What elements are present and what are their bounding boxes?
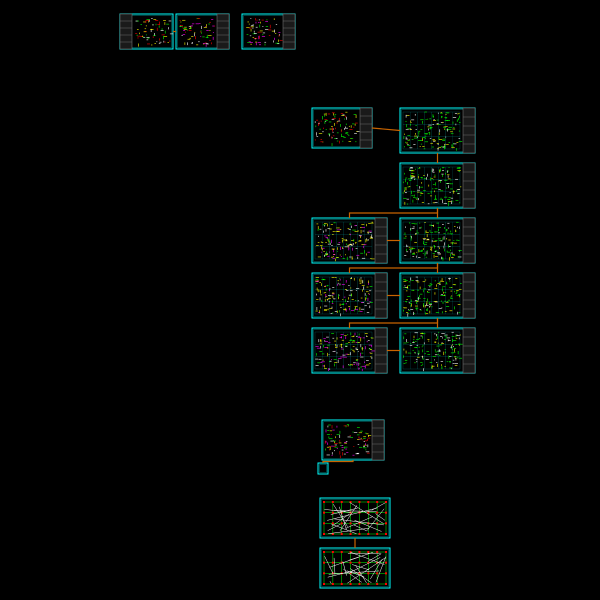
sheet-s11: [400, 328, 475, 373]
sheet-s5: [400, 163, 475, 208]
sheet-s10: [312, 328, 387, 373]
sheet-s9: [400, 273, 475, 318]
sheet-s12b: [318, 463, 328, 474]
sheet-s6: [312, 218, 387, 263]
sheet-s3: [312, 108, 372, 148]
sheet-s12: [322, 420, 384, 460]
sheet-s1: [176, 14, 229, 49]
sheet-s14: [320, 548, 390, 588]
sheet-s0: [120, 14, 173, 49]
sheet-s2: [242, 14, 295, 49]
cad-sheet-overview: [0, 0, 600, 600]
sheet-s13: [320, 498, 390, 538]
sheet-s8: [312, 273, 387, 318]
sheet-s4: [400, 108, 475, 153]
sheet-s7: [400, 218, 475, 263]
